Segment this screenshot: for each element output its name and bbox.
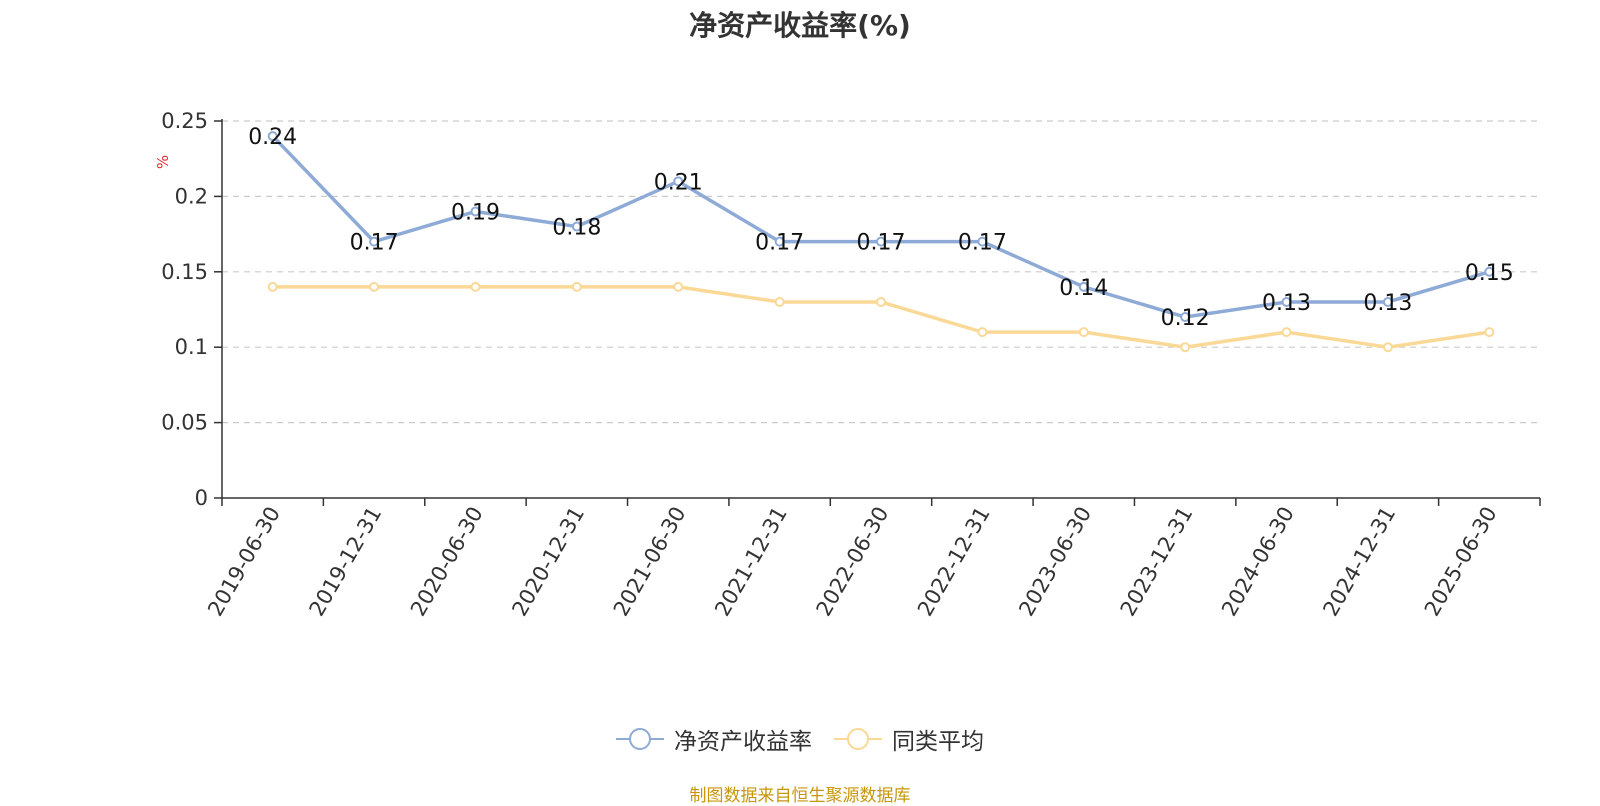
point-peer-average: [1078, 327, 1089, 338]
data-label-roe: 0.17: [857, 231, 906, 256]
source-note: 制图数据来自恒生聚源数据库: [689, 786, 911, 806]
x-tick-label: 2020-12-31: [507, 503, 589, 621]
legend: 净资产收益率 同类平均: [0, 722, 1600, 756]
point-roe: [1078, 281, 1089, 292]
point-roe: [977, 236, 988, 247]
point-peer-average: [369, 281, 380, 292]
legend-label-roe: 净资产收益率: [674, 729, 812, 755]
point-roe: [774, 236, 785, 247]
point-peer-average: [571, 281, 582, 292]
data-label-roe: 0.12: [1161, 306, 1210, 331]
legend-circle-peer-average: [847, 728, 869, 750]
x-tick-label: 2025-06-30: [1420, 503, 1502, 621]
point-roe: [876, 236, 886, 247]
data-label-roe: 0.21: [654, 170, 703, 195]
point-roe: [1180, 312, 1191, 323]
data-label-roe: 0.15: [1465, 261, 1514, 286]
y-tick-label: 0.25: [161, 109, 208, 133]
data-label-roe: 0.17: [958, 231, 1007, 256]
data-label-roe: 0.14: [1059, 276, 1108, 301]
x-tick-label: 2024-06-30: [1217, 503, 1299, 621]
legend-swatch-peer-average: [834, 726, 882, 752]
point-peer-average: [1382, 342, 1393, 353]
x-tick-label: 2021-12-31: [710, 503, 792, 621]
legend-item-peer-average[interactable]: 同类平均: [834, 722, 984, 756]
legend-circle-roe: [629, 728, 651, 750]
point-roe: [571, 221, 582, 232]
point-peer-average: [673, 281, 684, 292]
data-label-roe: 0.13: [1363, 291, 1412, 316]
point-peer-average: [774, 296, 785, 307]
point-roe: [1382, 296, 1393, 307]
legend-swatch-roe: [616, 726, 664, 752]
x-tick-label: 2023-06-30: [1014, 503, 1096, 621]
legend-label-peer-average: 同类平均: [892, 729, 984, 755]
x-tick-label: 2019-06-30: [203, 503, 285, 621]
point-roe: [470, 206, 481, 217]
data-label-roe: 0.17: [350, 231, 399, 256]
y-tick-label: 0.1: [175, 335, 208, 359]
point-roe: [1484, 266, 1495, 277]
point-peer-average: [267, 281, 278, 292]
point-peer-average: [876, 296, 886, 307]
point-peer-average: [1484, 327, 1495, 338]
x-tick-label: 2021-06-30: [609, 503, 691, 621]
point-roe: [369, 236, 380, 247]
legend-item-roe[interactable]: 净资产收益率: [616, 722, 812, 756]
x-tick-label: 2024-12-31: [1318, 503, 1400, 621]
point-peer-average: [470, 281, 481, 292]
point-peer-average: [977, 327, 988, 338]
chart-title: 净资产收益率(%): [689, 9, 911, 42]
x-tick-label: 2022-12-31: [913, 503, 995, 621]
x-tick-label: 2022-06-30: [812, 503, 894, 621]
y-tick-label: 0.05: [161, 411, 208, 435]
series-line-roe: [271, 134, 1490, 319]
x-tick-label: 2020-06-30: [406, 503, 488, 621]
point-roe: [267, 131, 278, 142]
y-tick-label: 0.15: [161, 260, 208, 284]
data-label-roe: 0.19: [451, 200, 500, 225]
point-roe: [673, 176, 684, 187]
x-tick-label: 2019-12-31: [305, 503, 387, 621]
data-label-roe: 0.13: [1262, 291, 1311, 316]
point-roe: [1281, 296, 1292, 307]
data-label-roe: 0.18: [552, 216, 601, 241]
y-axis-unit-label: %: [154, 155, 172, 169]
data-label-roe: 0.17: [755, 231, 804, 256]
x-tick-label: 2023-12-31: [1116, 503, 1198, 621]
y-tick-label: 0.2: [175, 184, 208, 208]
data-label-roe: 0.24: [248, 125, 297, 150]
point-peer-average: [1281, 327, 1292, 338]
point-peer-average: [1180, 342, 1191, 353]
y-tick-label: 0: [195, 486, 208, 510]
